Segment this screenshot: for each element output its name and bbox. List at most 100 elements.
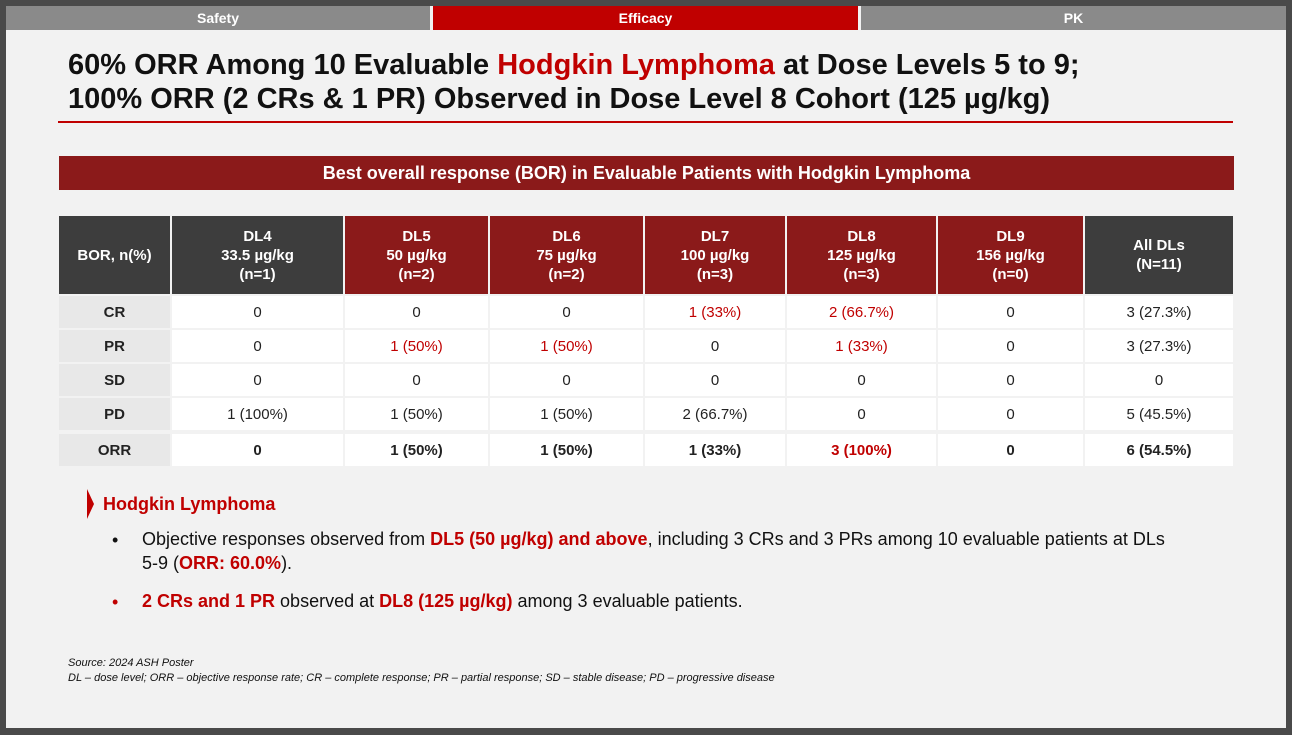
bullet-text: among 3 evaluable patients. xyxy=(512,591,743,611)
column-header: DL4 33.5 µg/kg (n=1) xyxy=(171,216,345,295)
column-header-line: DL5 xyxy=(402,227,431,245)
row-label: SD xyxy=(59,362,172,397)
bullet-1: Objective responses observed from DL5 (5… xyxy=(142,527,1182,575)
tab-pk[interactable]: PK xyxy=(861,6,1286,30)
table-cell: 0 xyxy=(937,294,1085,329)
column-header-line: 125 µg/kg xyxy=(827,246,896,264)
table-cell: 1 (50%) xyxy=(489,430,645,466)
bullet-highlight: 2 CRs and 1 PR xyxy=(142,591,276,611)
section-title: Hodgkin Lymphoma xyxy=(103,494,276,514)
column-header-line: 75 µg/kg xyxy=(536,246,597,264)
table-cell: 0 xyxy=(786,396,938,432)
table-cell: 1 (50%) xyxy=(344,396,490,432)
table-cell: 0 xyxy=(344,362,490,397)
table-cell: 2 (66.7%) xyxy=(786,294,938,329)
bullet-text: observed at xyxy=(275,591,380,611)
bullet-text: Objective responses observed from xyxy=(142,529,431,549)
column-header-line: (n=0) xyxy=(992,265,1029,283)
bullet-dot: • xyxy=(112,592,119,612)
title-part: at Dose Levels 5 to 9; xyxy=(774,49,1080,81)
tab-divider xyxy=(430,6,433,30)
table-cell: 3 (100%) xyxy=(786,430,938,466)
column-header-line: (N=11) xyxy=(1136,256,1182,273)
source-note: Source: 2024 ASH Poster DL – dose level;… xyxy=(68,656,775,686)
row-label: PD xyxy=(59,396,172,432)
column-header: DL5 50 µg/kg (n=2) xyxy=(344,216,490,295)
column-header: DL9 156 µg/kg (n=0) xyxy=(937,216,1085,295)
source-line: Source: 2024 ASH Poster xyxy=(68,657,194,669)
title-underline xyxy=(58,121,1233,123)
table-cell: 3 (27.3%) xyxy=(1084,328,1233,363)
table-cell: 0 xyxy=(644,328,787,363)
title-highlight: Hodgkin Lymphoma xyxy=(497,49,775,81)
column-header-line: 100 µg/kg xyxy=(680,246,750,264)
column-header: DL8 125 µg/kg (n=3) xyxy=(786,216,938,295)
column-header-line: 156 µg/kg xyxy=(976,246,1045,264)
column-header-line: DL6 xyxy=(552,227,581,245)
bullet-highlight: DL8 (125 µg/kg) xyxy=(379,591,513,611)
row-label: ORR xyxy=(59,430,172,466)
bullet-highlight: ORR: 60.0% xyxy=(179,553,282,573)
table-cell: 0 xyxy=(171,328,345,363)
table-cell: 3 (27.3%) xyxy=(1084,294,1233,329)
table-cell: 1 (50%) xyxy=(489,328,645,363)
column-header-line: DL9 xyxy=(996,227,1025,245)
table-row: PD 1 (100%) 1 (50%) 1 (50%) 2 (66.7%) 0 0 5 (45… xyxy=(59,396,1233,432)
column-header-line: 33.5 µg/kg xyxy=(221,246,294,264)
table-cell: 0 xyxy=(937,396,1085,432)
column-header-line: All DLs xyxy=(1133,237,1185,254)
bullet-text: ). xyxy=(281,553,293,573)
bullet-2: 2 CRs and 1 PR observed at DL8 (125 µg/k… xyxy=(142,589,1212,613)
bor-table: BOR, n(%) DL4 33.5 µg/kg (n=1) DL5 50 µg/kg (n… xyxy=(59,216,1233,466)
table-header-row: BOR, n(%) DL4 33.5 µg/kg (n=1) DL5 50 µg/kg (n… xyxy=(59,216,1233,295)
table-cell: 6 (54.5%) xyxy=(1084,430,1233,466)
table-banner: Best overall response (BOR) in Evaluable… xyxy=(59,156,1234,190)
column-header-line: (n=3) xyxy=(696,265,734,283)
column-header: All DLs (N=11) xyxy=(1084,216,1233,295)
row-label: PR xyxy=(59,328,172,363)
column-header-line: DL7 xyxy=(700,227,730,245)
table-cell: 0 xyxy=(937,362,1085,397)
table-cell: 0 xyxy=(1084,362,1233,397)
bullet-dot: • xyxy=(112,530,119,550)
column-header-line: (n=2) xyxy=(398,265,435,283)
tab-bar: Safety Efficacy PK xyxy=(6,6,1286,30)
column-header-line: (n=2) xyxy=(548,265,585,283)
column-header: DL7 100 µg/kg (n=3) xyxy=(644,216,787,295)
column-header-line: DL4 xyxy=(243,227,272,245)
abbreviations-line: DL – dose level; ORR – objective respons… xyxy=(68,672,775,684)
table-cell: 2 (66.7%) xyxy=(644,396,787,432)
bullet-text: , including 3 CRs and 3 PRs among 10 eva… xyxy=(142,529,1165,573)
section-arrow-icon xyxy=(87,489,94,519)
table-cell: 0 xyxy=(171,430,345,466)
table-cell: 0 xyxy=(171,362,345,397)
column-header-line: (n=1) xyxy=(239,265,276,283)
table-cell: 0 xyxy=(489,362,645,397)
table-row: CR 0 0 0 1 (33%) 2 (66.7%) 0 3 (27.3%) xyxy=(59,294,1233,329)
table-cell: 1 (33%) xyxy=(644,294,787,329)
column-header-line: BOR, n(%) xyxy=(77,246,152,264)
table-cell: 1 (50%) xyxy=(344,430,490,466)
table-cell: 0 xyxy=(937,328,1085,363)
table-row: ORR 0 1 (50%) 1 (50%) 1 (33%) 3 (100%) 0 6 (54.… xyxy=(59,430,1233,466)
table-cell: 1 (100%) xyxy=(171,396,345,432)
table-cell: 0 xyxy=(644,362,787,397)
table-cell: 0 xyxy=(786,362,938,397)
column-header: DL6 75 µg/kg (n=2) xyxy=(489,216,645,295)
slide-title: 60% ORR Among 10 Evaluable Hodgkin Lymph… xyxy=(68,48,1238,116)
tab-divider xyxy=(858,6,861,30)
table-cell: 0 xyxy=(344,294,490,329)
table-row: SD 0 0 0 0 0 0 0 xyxy=(59,362,1233,397)
bullet-highlight: DL5 (50 µg/kg) and above xyxy=(430,529,648,549)
table-cell: 0 xyxy=(171,294,345,329)
tab-safety[interactable]: Safety xyxy=(6,6,430,30)
tab-efficacy[interactable]: Efficacy xyxy=(433,6,858,30)
column-header-line: 50 µg/kg xyxy=(386,246,447,264)
table-cell: 0 xyxy=(937,430,1085,466)
row-label: CR xyxy=(59,294,172,329)
table-cell: 1 (33%) xyxy=(786,328,938,363)
table-row: PR 0 1 (50%) 1 (50%) 0 1 (33%) 0 3 (27.3%) xyxy=(59,328,1233,363)
table-cell: 1 (50%) xyxy=(344,328,490,363)
table-cell: 5 (45.5%) xyxy=(1084,396,1233,432)
column-header-line: (n=3) xyxy=(843,265,880,283)
